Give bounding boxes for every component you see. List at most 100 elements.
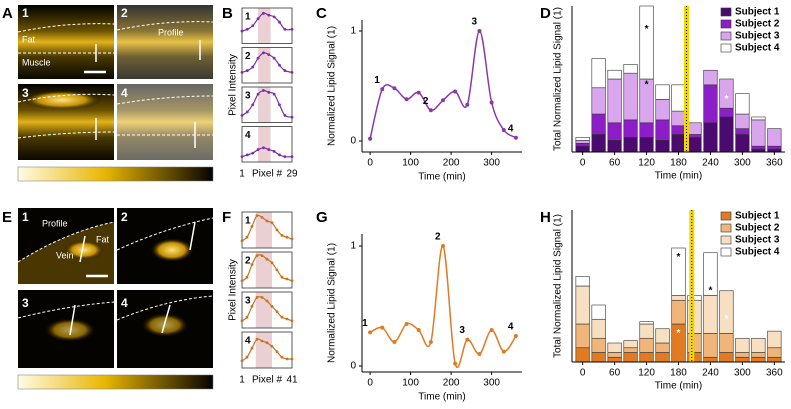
x-axis-label: Pixel # [252,169,282,180]
legend-label: Subject 4 [735,247,780,258]
asterisk: * [693,112,697,123]
profile-point [256,56,260,60]
subplot-label: 1 [245,12,251,23]
tile-label: 3 [22,86,29,100]
profile-point [270,345,274,348]
profile-line [241,147,293,158]
x-tick-label: 300 [483,378,500,389]
profile-point [265,299,269,303]
legend-swatch [720,43,732,53]
data-point [380,325,385,330]
tile-label: 4 [121,86,128,100]
profile-point [283,155,287,159]
profile-point [270,261,274,265]
data-point [368,330,373,335]
annotation: Profile [158,27,184,37]
x-tick-label: 300 [483,158,500,169]
tile-label: 1 [22,210,29,224]
data-point [428,340,433,344]
profile-point [267,90,271,94]
bar-segment [639,122,654,138]
legend-swatch [720,211,732,221]
bar-segment [639,321,654,325]
bar-segment [607,78,622,124]
bar-segment [607,356,622,363]
x-tick-label: 240 [702,158,719,169]
legend-swatch [720,19,732,29]
profile-point [290,319,294,323]
panel-letter: A [2,5,13,22]
profile-point [245,275,249,279]
bar-segment [671,247,686,296]
profile-point [290,70,294,74]
profile-point [256,148,260,151]
x-tick-label: 200 [443,378,460,389]
profile-line [241,89,293,118]
profile-point [290,155,294,159]
bar-segment [735,113,750,129]
bar-segment [639,352,654,363]
highlight-band [258,8,271,44]
profile-point [278,103,281,107]
profile-point [275,310,279,314]
y-tick-label: 0 [350,361,356,372]
panel-letter: G [316,209,328,226]
point-label: 1 [374,75,380,86]
bar-segment [703,333,718,358]
profile-point [290,357,294,361]
colorbar [17,374,214,390]
data-point [501,349,506,354]
panel-letter: D [540,5,551,22]
profile-point [245,315,249,319]
y-axis-label: Normalized Lipid Signal (1) [327,26,338,146]
data-point [368,136,373,141]
subplot-label: 2 [245,256,251,267]
bar-segment [607,342,622,353]
bar-segment [671,299,686,325]
profile-point [260,339,264,343]
profile-point [245,69,249,72]
legend-label: Subject 3 [735,235,780,246]
legend-label: Subject 1 [735,7,780,18]
data-point [489,328,494,332]
subplot-label: 4 [245,130,251,141]
image-tile [117,84,213,160]
profile-point [265,219,269,223]
data-point [453,361,458,366]
profile-point [240,359,244,363]
bar-segment [751,337,766,353]
profile-point [283,27,287,31]
bar-segment [639,323,654,339]
image-blob [150,238,194,262]
profile-point [262,11,265,15]
point-label: 4 [508,123,514,134]
subplot-frame [241,86,293,123]
bar-segment [623,347,638,353]
x-tick-label: 240 [702,368,719,379]
y-tick-label: 0 [350,136,356,147]
x-tick-label: 29 [286,169,298,180]
panel-letter: F [222,209,231,226]
bar-segment [575,276,590,287]
bar-segment [687,134,702,138]
profile-point [250,225,254,228]
legend-label: Subject 4 [735,43,780,54]
bar-segment [591,113,606,135]
profile-point [283,69,287,72]
bar-segment [591,87,606,115]
profile-point [265,257,269,261]
bar-segment [623,119,638,138]
boundary-line [17,217,214,321]
bar-segment [623,72,638,121]
profile-point [245,153,249,157]
data-point [404,322,409,326]
profile-point [245,110,249,114]
bar-segment [591,134,606,153]
bar-segment [767,145,782,150]
x-tick-label: 0 [367,158,373,169]
profile-point [272,149,276,153]
x-axis-label: Pixel # [252,375,282,386]
subplot-label: 3 [245,91,251,102]
profile-point [256,17,260,21]
bar-segment [655,119,670,141]
